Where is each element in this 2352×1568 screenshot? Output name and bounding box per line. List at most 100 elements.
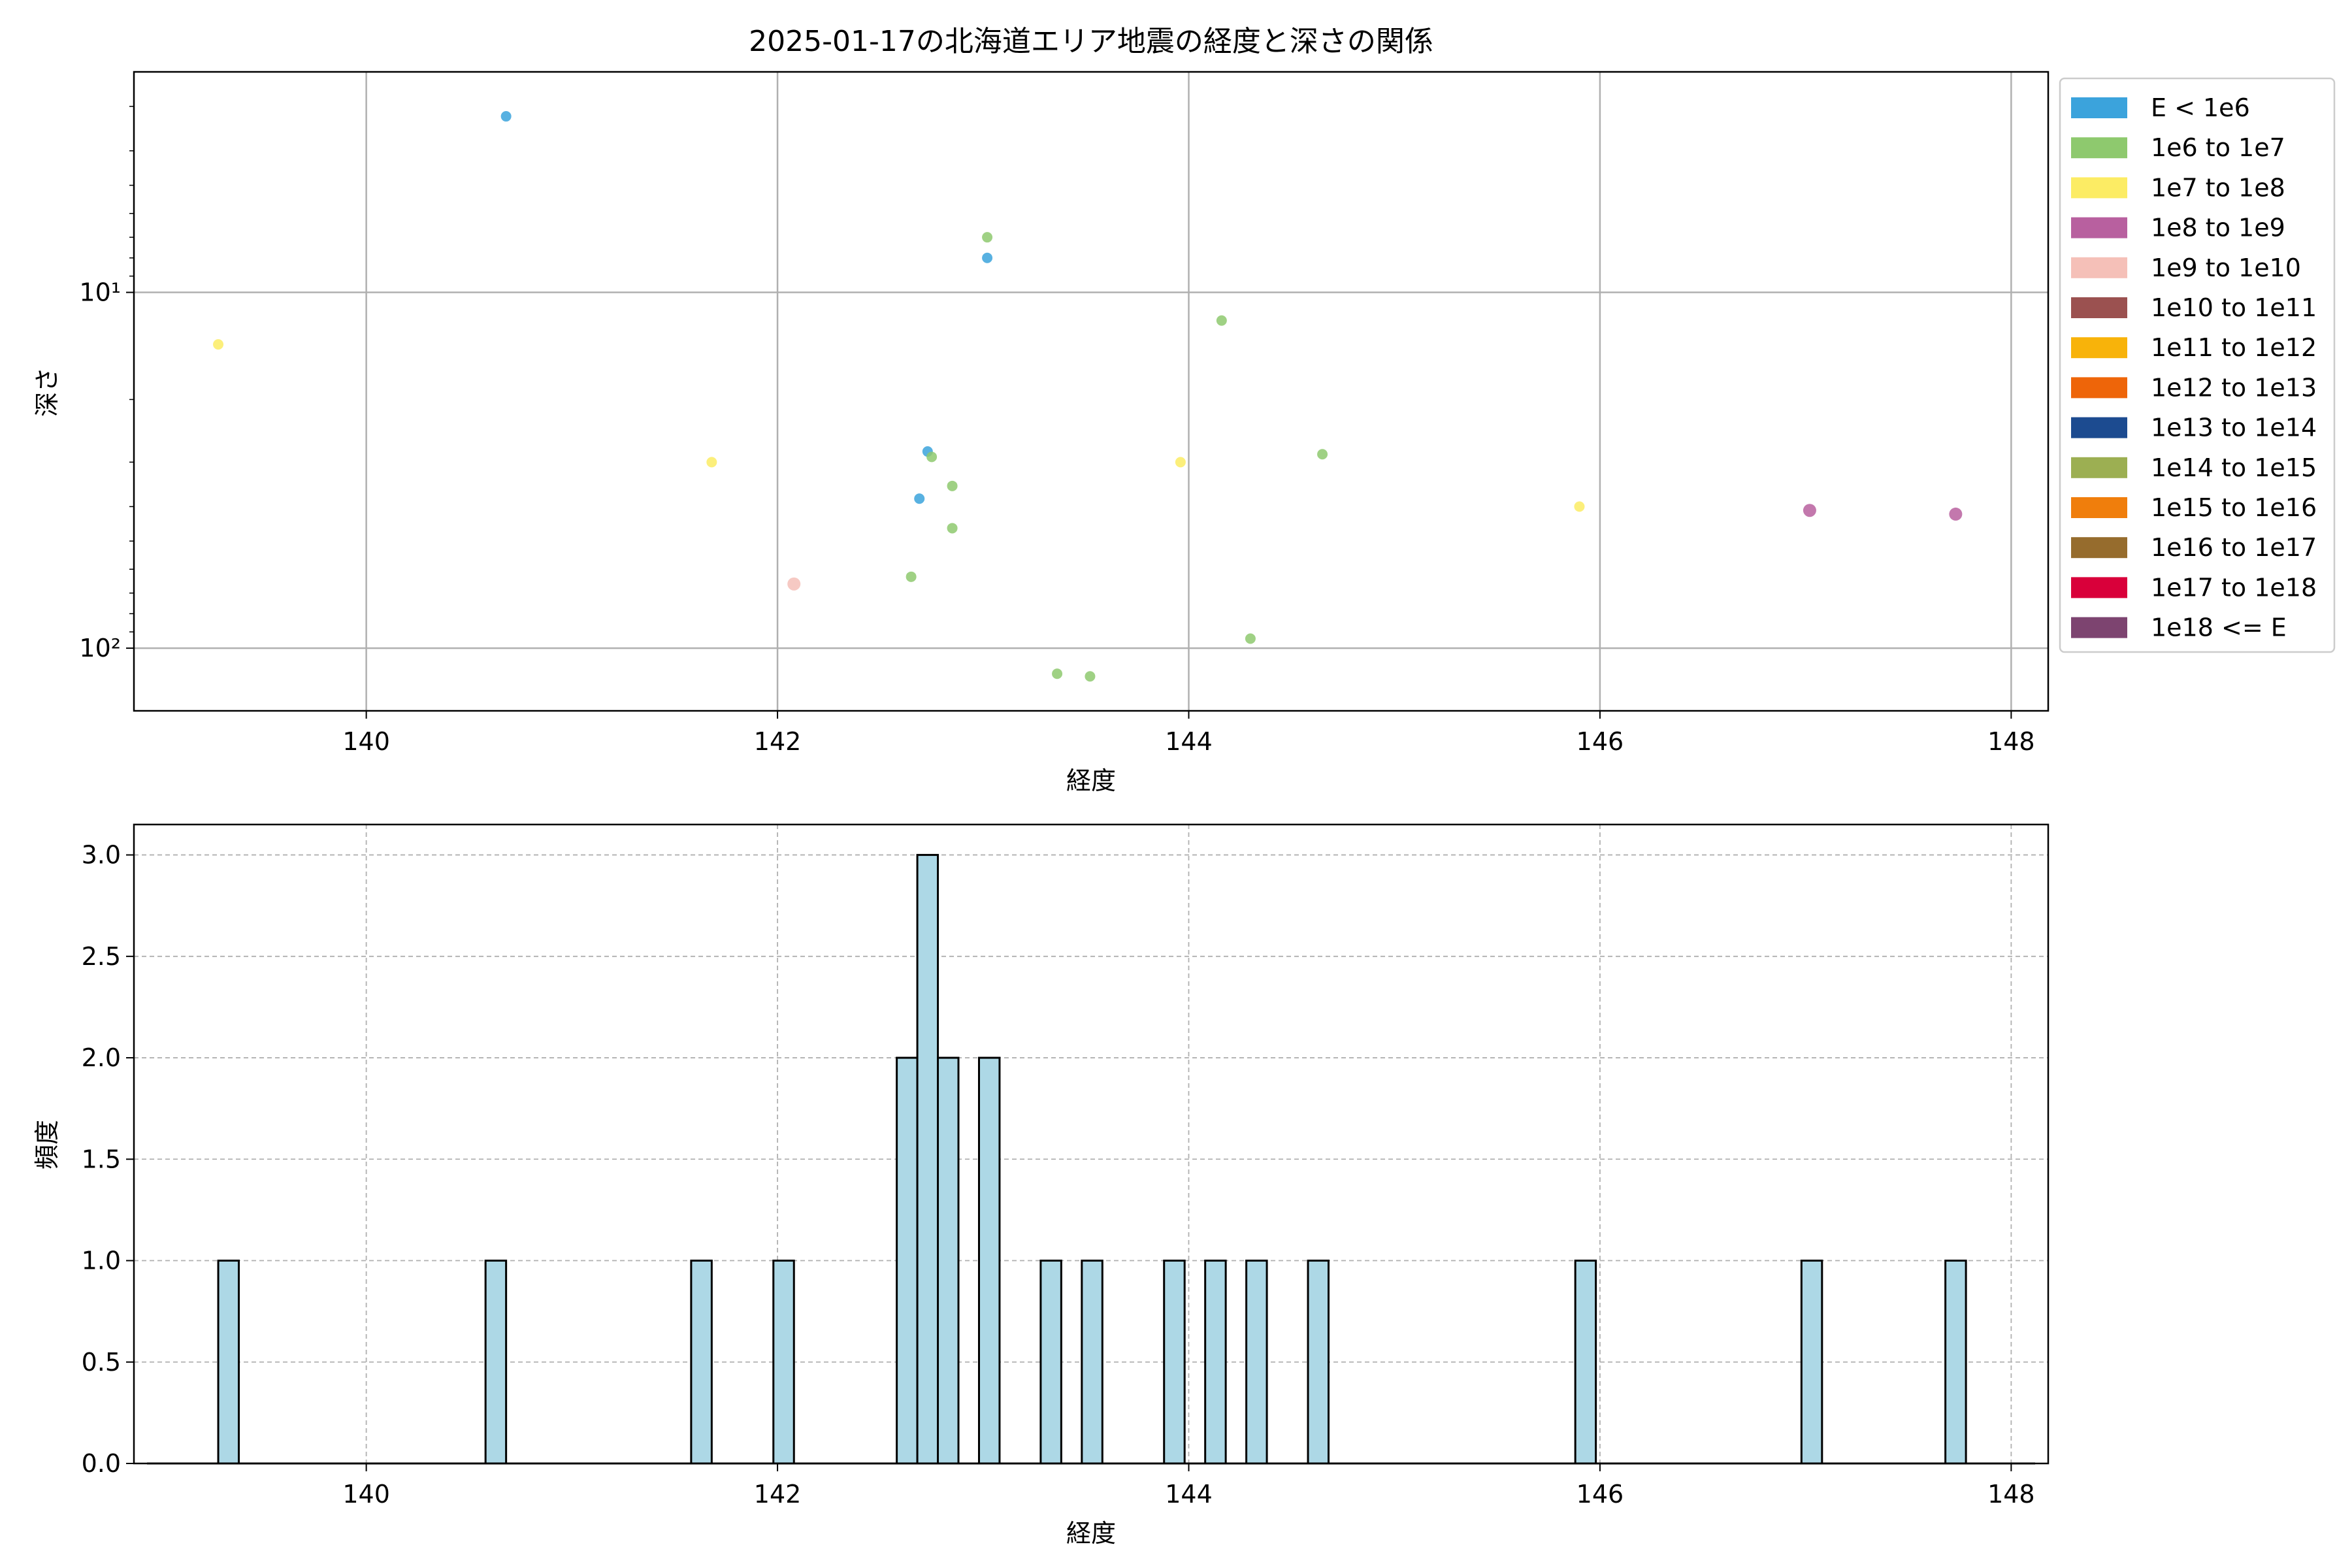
hist-bar [1574, 1260, 1597, 1465]
hist-plot-frame [133, 823, 2050, 1465]
legend: E < 1e6 1e6 to 1e7 1e7 to 1e8 1e8 to 1e9 1e9… [2059, 77, 2336, 653]
scatter-point [1317, 449, 1328, 460]
scatter-point [926, 451, 938, 463]
legend-items: E < 1e6 1e6 to 1e7 1e7 to 1e8 1e8 to 1e9 1e9… [2071, 93, 2317, 642]
legend-label: 1e14 to 1e15 [2151, 453, 2317, 482]
hist-y-tick-label: 1.0 [82, 1247, 121, 1275]
hist-bar [1163, 1260, 1186, 1465]
hist-bar [690, 1260, 713, 1465]
scatter-point [906, 571, 917, 582]
legend-swatch [2071, 457, 2127, 478]
legend-label: 1e6 to 1e7 [2151, 133, 2285, 162]
scatter-grid [134, 72, 2048, 711]
hist-x-tick-label: 144 [1165, 1480, 1213, 1509]
legend-label: 1e11 to 1e12 [2151, 333, 2317, 362]
legend-swatch [2071, 377, 2127, 399]
scatter-x-tick-label: 140 [342, 727, 390, 756]
scatter-point [1574, 501, 1585, 512]
hist-y-ticks: 0.0 0.5 1.0 1.5 2.0 2.5 3.0 [82, 841, 134, 1478]
scatter-y-tick-label: 10² [79, 634, 121, 662]
scatter-points [213, 111, 1963, 682]
legend-swatch [2071, 337, 2127, 359]
legend-swatch [2071, 497, 2127, 518]
hist-bar [916, 854, 939, 1465]
hist-y-axis-label: 頻度 [33, 1120, 61, 1169]
hist-bar [217, 1260, 240, 1465]
scatter-y-ticks: 10¹ 10² [79, 106, 134, 662]
scatter-y-axis-label: 深さ [33, 367, 61, 417]
scatter-y-tick-label: 10¹ [79, 278, 121, 307]
legend-label: 1e12 to 1e13 [2151, 373, 2317, 402]
legend-swatch [2071, 97, 2127, 118]
scatter-point [982, 232, 993, 243]
scatter-point [1949, 507, 1963, 521]
hist-bar [484, 1260, 508, 1465]
scatter-plot-frame [133, 71, 2050, 712]
hist-bar [1204, 1260, 1227, 1465]
scatter-x-tick-label: 144 [1165, 727, 1213, 756]
scatter-point [706, 457, 717, 468]
scatter-title: 2025-01-17の北海道エリア地震の経度と深さの関係 [749, 25, 1433, 58]
legend-swatch [2071, 297, 2127, 318]
hist-y-tick-label: 0.0 [82, 1449, 121, 1478]
hist-bar [1039, 1260, 1062, 1465]
scatter-point [982, 252, 993, 263]
legend-label: 1e17 to 1e18 [2151, 573, 2317, 602]
hist-y-tick-label: 3.0 [82, 841, 121, 870]
hist-x-tick-label: 142 [754, 1480, 802, 1509]
legend-label: 1e15 to 1e16 [2151, 493, 2317, 522]
scatter-x-tick-label: 146 [1576, 727, 1624, 756]
hist-y-tick-label: 1.5 [82, 1145, 121, 1173]
legend-label: 1e10 to 1e11 [2151, 293, 2317, 322]
scatter-point [213, 339, 224, 350]
hist-y-tick-label: 2.0 [82, 1043, 121, 1072]
hist-x-axis-label: 経度 [1066, 1519, 1116, 1548]
legend-swatch [2071, 217, 2127, 238]
hist-y-tick-label: 0.5 [82, 1348, 121, 1377]
legend-swatch [2071, 137, 2127, 159]
scatter-x-axis-label: 経度 [1066, 766, 1116, 795]
scatter-x-ticks: 140 142 144 146 148 [342, 711, 2035, 756]
hist-bar [772, 1260, 795, 1465]
scatter-point [947, 523, 958, 534]
scatter-point [1052, 668, 1063, 679]
hist-bar [1081, 1260, 1103, 1465]
legend-label: 1e13 to 1e14 [2151, 414, 2317, 442]
legend-swatch [2071, 537, 2127, 559]
legend-swatch [2071, 257, 2127, 278]
hist-bar [1800, 1260, 1823, 1465]
hist-bar [1944, 1260, 1967, 1465]
hist-x-tick-label: 148 [1987, 1480, 2035, 1509]
legend-frame [2059, 77, 2336, 653]
legend-label: 1e18 <= E [2151, 613, 2287, 642]
legend-swatch [2071, 177, 2127, 199]
legend-swatch [2071, 577, 2127, 598]
legend-label: 1e16 to 1e17 [2151, 533, 2317, 562]
hist-x-ticks: 140 142 144 146 148 [342, 1463, 2035, 1509]
scatter-point [787, 577, 801, 591]
scatter-x-tick-label: 142 [754, 727, 802, 756]
scatter-point [947, 480, 958, 491]
scatter-point [500, 111, 512, 122]
scatter-point [1085, 671, 1096, 682]
scatter-point [1216, 315, 1227, 326]
legend-label: 1e7 to 1e8 [2151, 173, 2285, 202]
hist-bar [896, 1056, 919, 1465]
scatter-point [1175, 457, 1186, 468]
scatter-point [1803, 504, 1816, 517]
hist-x-tick-label: 140 [342, 1480, 390, 1509]
legend-swatch [2071, 617, 2127, 638]
hist-y-tick-label: 2.5 [82, 942, 121, 971]
hist-bar [937, 1056, 960, 1465]
scatter-point [914, 493, 925, 504]
scatter-point [1245, 633, 1256, 644]
hist-bar [1307, 1260, 1330, 1465]
legend-label: 1e8 to 1e9 [2151, 214, 2285, 242]
scatter-x-tick-label: 148 [1987, 727, 2035, 756]
legend-label: E < 1e6 [2151, 93, 2250, 122]
hist-x-tick-label: 146 [1576, 1480, 1624, 1509]
hist-bar [977, 1056, 1001, 1465]
legend-label: 1e9 to 1e10 [2151, 253, 2301, 282]
legend-swatch [2071, 417, 2127, 438]
